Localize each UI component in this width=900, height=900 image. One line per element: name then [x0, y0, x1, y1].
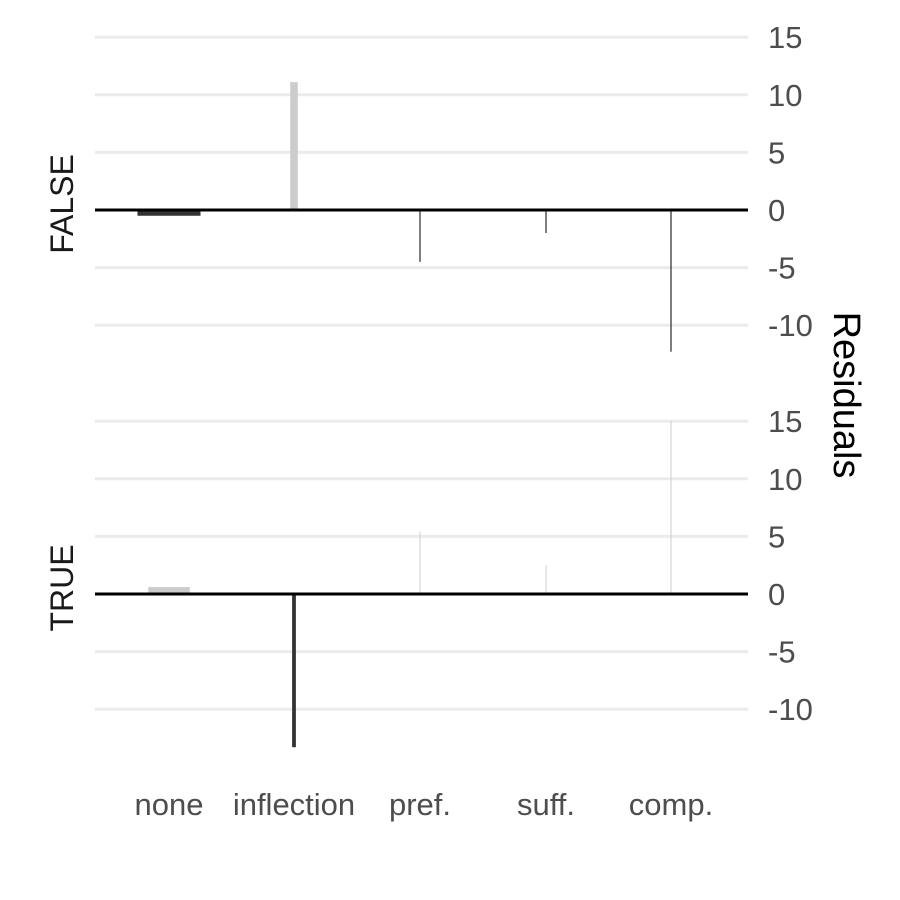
y-tick-label: -5 — [768, 635, 796, 670]
panel-label: TRUE — [44, 544, 80, 631]
y-axis-title: Residuals — [825, 312, 867, 479]
x-category-label: none — [135, 787, 204, 822]
bar-inflection — [292, 594, 296, 748]
y-tick-label: 5 — [768, 135, 785, 170]
bar-none — [148, 587, 190, 594]
bar-comp — [670, 210, 672, 352]
y-tick-label: 15 — [768, 20, 802, 55]
panel-label: FALSE — [44, 154, 80, 254]
y-tick-label: 5 — [768, 519, 785, 554]
panel-true: -10 -5 0 5 10 15 TRUE — [44, 404, 813, 748]
x-category-label: pref. — [389, 787, 451, 822]
bar-suff — [545, 565, 547, 594]
panels-group: -10 -5 0 5 10 15 FALSE -10 -5 0 5 10 15 TRUE none infle… — [44, 20, 813, 822]
y-tick-label: 10 — [768, 78, 802, 113]
bar-none — [137, 210, 201, 216]
bar-pref — [419, 531, 421, 594]
bar-suff — [545, 210, 547, 234]
x-category-label: suff. — [517, 787, 575, 822]
y-tick-label: 10 — [768, 462, 802, 497]
y-tick-label: 15 — [768, 404, 802, 439]
x-category-label: inflection — [233, 787, 355, 822]
y-tick-label: -10 — [768, 308, 813, 343]
y-tick-label: 0 — [768, 193, 785, 228]
bar-inflection — [290, 82, 298, 210]
y-tick-label: 0 — [768, 577, 785, 612]
panel-false: -10 -5 0 5 10 15 FALSE — [44, 20, 813, 352]
y-tick-label: -10 — [768, 692, 813, 727]
y-tick-label: -5 — [768, 251, 796, 286]
bar-pref — [419, 210, 421, 262]
bar-comp — [670, 421, 672, 594]
x-category-label: comp. — [629, 787, 713, 822]
